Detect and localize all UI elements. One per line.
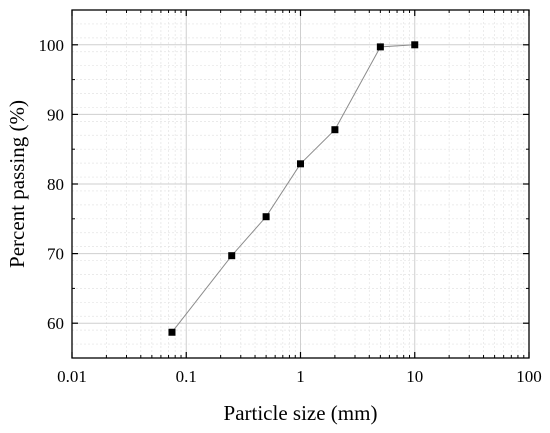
y-tick-label: 60: [47, 314, 64, 333]
tick-labels: 0.01 0.1 1 10 100 60 70 80 90 100: [39, 36, 542, 386]
x-tick-label: 100: [516, 367, 542, 386]
grid: [71, 9, 530, 359]
data-point: [228, 252, 236, 260]
data-point: [168, 328, 176, 336]
y-tick-label: 70: [47, 245, 64, 264]
x-tick-label: 10: [406, 367, 423, 386]
x-axis-title: Particle size (mm): [224, 401, 378, 425]
y-tick-label: 80: [47, 175, 64, 194]
series-line: [171, 44, 415, 333]
data-point: [297, 160, 304, 168]
x-tick-label: 1: [296, 367, 305, 386]
y-axis-title: Percent passing (%): [5, 100, 29, 268]
y-tick-label: 90: [47, 105, 64, 124]
x-tick-label: 0.1: [176, 367, 197, 386]
data-point: [331, 126, 339, 134]
axis-ticks: [71, 9, 530, 359]
data-series: [168, 41, 419, 336]
y-tick-label: 100: [39, 36, 65, 55]
data-point: [376, 43, 384, 51]
data-point: [411, 41, 419, 49]
x-tick-label: 0.01: [57, 367, 87, 386]
data-point: [262, 213, 270, 221]
